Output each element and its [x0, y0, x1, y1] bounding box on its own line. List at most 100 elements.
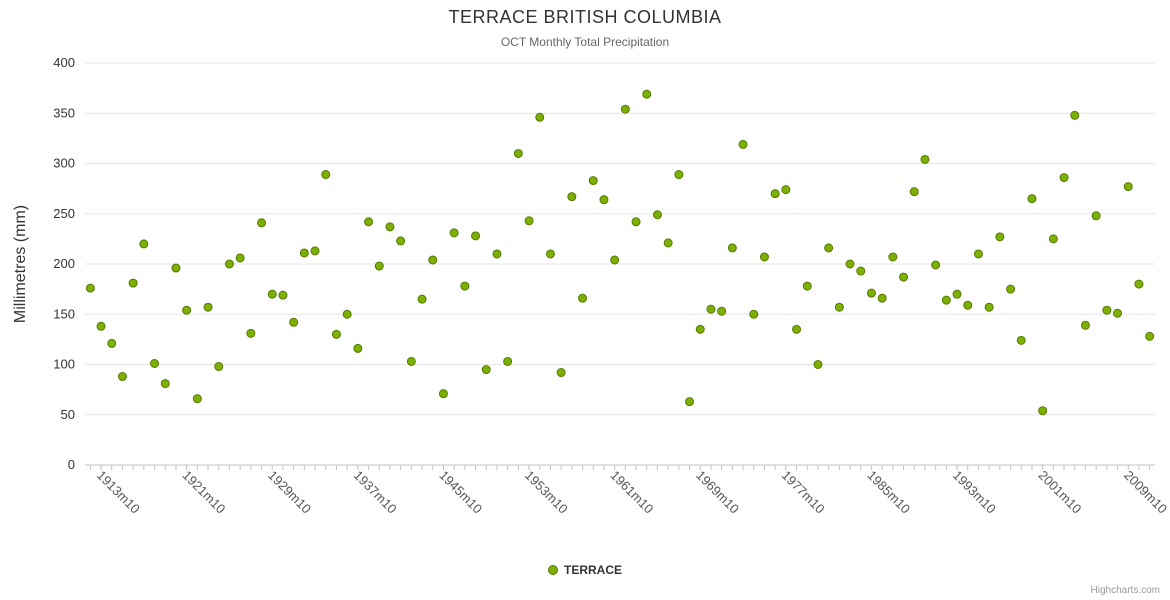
- data-point[interactable]: [171, 263, 181, 273]
- data-point[interactable]: [620, 104, 630, 114]
- data-point[interactable]: [781, 185, 791, 195]
- data-point[interactable]: [535, 112, 545, 122]
- data-point[interactable]: [117, 372, 127, 382]
- highcharts-credit-link[interactable]: Highcharts.com: [1090, 585, 1160, 596]
- data-point[interactable]: [513, 148, 523, 158]
- data-point[interactable]: [139, 239, 149, 249]
- data-point[interactable]: [1102, 305, 1112, 315]
- data-point[interactable]: [396, 236, 406, 246]
- data-point[interactable]: [1027, 194, 1037, 204]
- data-point[interactable]: [1059, 173, 1069, 183]
- data-point[interactable]: [845, 259, 855, 269]
- data-point[interactable]: [642, 89, 652, 99]
- data-point[interactable]: [192, 394, 202, 404]
- data-point[interactable]: [150, 358, 160, 368]
- legend-item-terrace[interactable]: TERRACE: [547, 563, 622, 577]
- data-point[interactable]: [503, 356, 513, 366]
- data-point[interactable]: [792, 324, 802, 334]
- data-point[interactable]: [428, 255, 438, 265]
- data-point[interactable]: [995, 232, 1005, 242]
- data-point[interactable]: [866, 288, 876, 298]
- data-point[interactable]: [1145, 331, 1155, 341]
- data-point[interactable]: [160, 379, 170, 389]
- data-point[interactable]: [545, 249, 555, 259]
- data-point[interactable]: [1070, 110, 1080, 120]
- data-point[interactable]: [1123, 182, 1133, 192]
- data-point[interactable]: [738, 139, 748, 149]
- data-point[interactable]: [1080, 320, 1090, 330]
- data-point[interactable]: [481, 365, 491, 375]
- data-point[interactable]: [203, 302, 213, 312]
- data-point[interactable]: [85, 283, 95, 293]
- data-point[interactable]: [364, 217, 374, 227]
- data-point[interactable]: [257, 218, 267, 228]
- data-point[interactable]: [909, 187, 919, 197]
- data-point[interactable]: [759, 252, 769, 262]
- data-point[interactable]: [128, 278, 138, 288]
- data-point[interactable]: [663, 238, 673, 248]
- data-point[interactable]: [685, 397, 695, 407]
- data-point[interactable]: [824, 243, 834, 253]
- data-point[interactable]: [310, 246, 320, 256]
- data-point[interactable]: [224, 259, 234, 269]
- data-point[interactable]: [182, 305, 192, 315]
- data-point[interactable]: [1113, 308, 1123, 318]
- data-point[interactable]: [652, 210, 662, 220]
- data-point[interactable]: [1038, 406, 1048, 416]
- data-point[interactable]: [856, 266, 866, 276]
- data-point[interactable]: [952, 289, 962, 299]
- data-point[interactable]: [460, 281, 470, 291]
- data-point[interactable]: [888, 252, 898, 262]
- data-point[interactable]: [717, 306, 727, 316]
- data-point[interactable]: [749, 309, 759, 319]
- data-point[interactable]: [706, 304, 716, 314]
- data-point[interactable]: [235, 253, 245, 263]
- data-point[interactable]: [674, 170, 684, 180]
- data-point[interactable]: [96, 321, 106, 331]
- data-point[interactable]: [931, 260, 941, 270]
- data-point[interactable]: [610, 255, 620, 265]
- data-point[interactable]: [107, 338, 117, 348]
- data-point[interactable]: [374, 261, 384, 271]
- data-point[interactable]: [246, 328, 256, 338]
- data-point[interactable]: [321, 170, 331, 180]
- data-point[interactable]: [406, 356, 416, 366]
- data-point[interactable]: [984, 302, 994, 312]
- data-point[interactable]: [1134, 279, 1144, 289]
- data-point[interactable]: [299, 248, 309, 258]
- data-point[interactable]: [802, 281, 812, 291]
- data-point[interactable]: [438, 389, 448, 399]
- data-point[interactable]: [278, 290, 288, 300]
- data-point[interactable]: [877, 293, 887, 303]
- data-point[interactable]: [834, 302, 844, 312]
- data-point[interactable]: [920, 154, 930, 164]
- data-point[interactable]: [813, 360, 823, 369]
- data-point[interactable]: [331, 329, 341, 339]
- data-point[interactable]: [727, 243, 737, 253]
- data-point[interactable]: [770, 189, 780, 199]
- data-point[interactable]: [588, 176, 598, 186]
- data-point[interactable]: [631, 217, 641, 227]
- data-point[interactable]: [599, 195, 609, 205]
- data-point[interactable]: [973, 249, 983, 259]
- data-point[interactable]: [267, 289, 277, 299]
- data-point[interactable]: [899, 272, 909, 282]
- data-point[interactable]: [342, 309, 352, 319]
- data-point[interactable]: [524, 216, 534, 226]
- data-point[interactable]: [492, 249, 502, 259]
- data-point[interactable]: [1091, 211, 1101, 221]
- data-point[interactable]: [1006, 284, 1016, 294]
- data-point[interactable]: [385, 222, 395, 232]
- data-point[interactable]: [1016, 335, 1026, 345]
- data-point[interactable]: [214, 362, 224, 372]
- data-point[interactable]: [417, 294, 427, 304]
- data-point[interactable]: [941, 295, 951, 305]
- data-point[interactable]: [471, 231, 481, 241]
- data-point[interactable]: [289, 317, 299, 327]
- data-point[interactable]: [567, 192, 577, 202]
- data-point[interactable]: [449, 228, 459, 238]
- data-point[interactable]: [578, 293, 588, 303]
- data-point[interactable]: [353, 343, 363, 353]
- data-point[interactable]: [695, 324, 705, 334]
- data-point[interactable]: [963, 300, 973, 310]
